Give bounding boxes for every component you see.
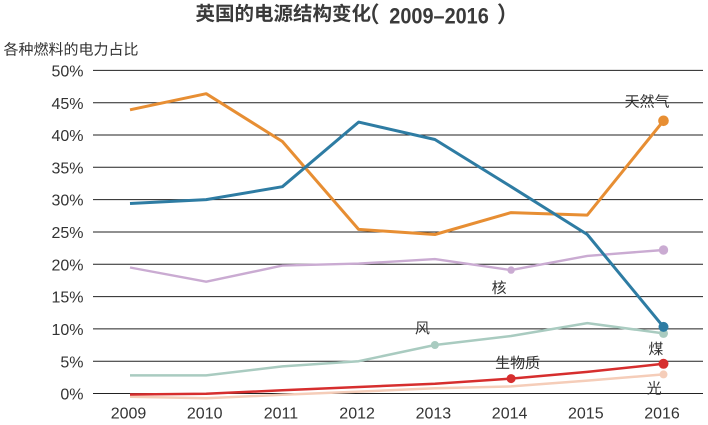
svg-text:45%: 45% [51,96,83,113]
svg-text:35%: 35% [51,160,83,177]
svg-text:2009–2016: 2009–2016 [389,4,489,29]
svg-text:30%: 30% [51,193,83,210]
svg-text:25%: 25% [51,225,83,242]
svg-text:2012: 2012 [339,406,375,423]
svg-text:2013: 2013 [416,406,452,423]
svg-text:2014: 2014 [492,406,528,423]
svg-text:2009: 2009 [111,406,147,423]
svg-text:2016: 2016 [644,406,680,423]
svg-text:0%: 0% [60,387,83,404]
svg-text:2015: 2015 [568,406,604,423]
svg-text:2010: 2010 [187,406,223,423]
svg-text:40%: 40% [51,128,83,145]
svg-text:10%: 10% [51,322,83,339]
svg-text:50%: 50% [51,64,83,81]
svg-text:20%: 20% [51,257,83,274]
svg-text:2011: 2011 [264,406,299,423]
svg-text:5%: 5% [60,354,83,371]
svg-text:15%: 15% [51,290,83,307]
